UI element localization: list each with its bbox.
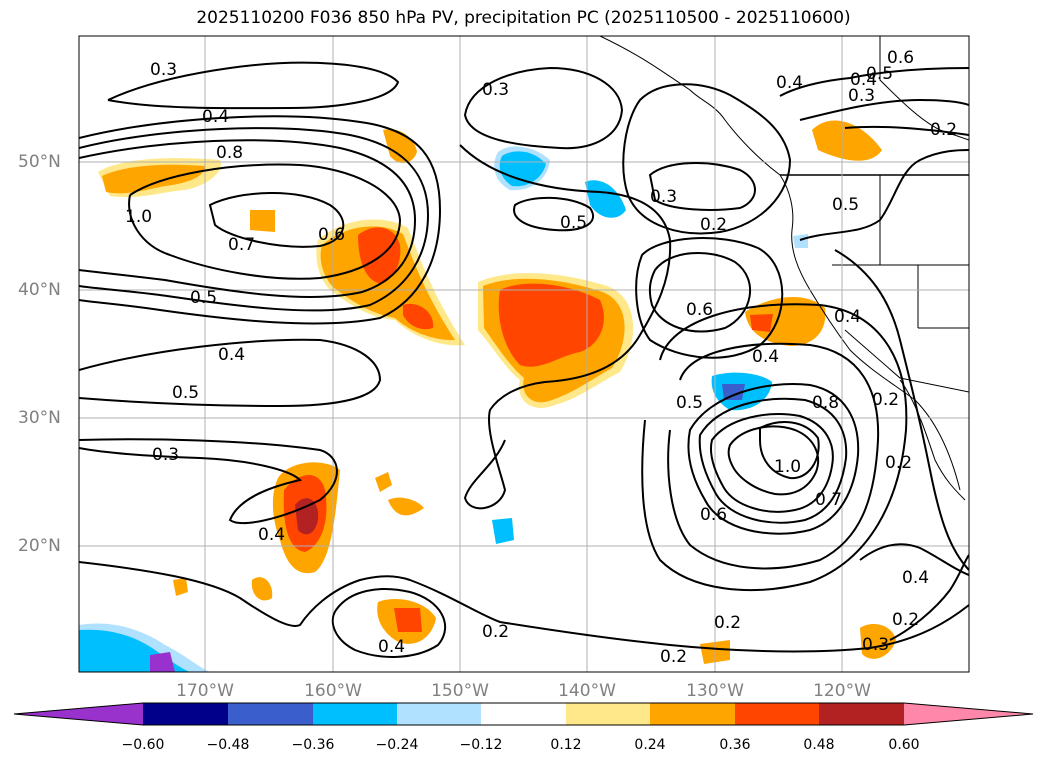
contour-label: 0.5 — [676, 393, 703, 413]
contour-label: 0.2 — [714, 613, 741, 633]
precipitation-shading — [79, 120, 896, 672]
colorbar-tick: −0.60 — [121, 737, 165, 753]
contour-label: 0.2 — [700, 215, 727, 235]
lon-label-130w: 130°W — [686, 681, 744, 701]
colorbar-segment — [566, 703, 650, 725]
lon-label-120w: 120°W — [813, 681, 871, 701]
contour-label: 0.2 — [660, 647, 687, 667]
contour-label: 0.2 — [892, 610, 919, 630]
contour-label: 0.5 — [190, 288, 217, 308]
contour-label: 0.4 — [202, 107, 229, 127]
colorbar-segment — [819, 703, 904, 725]
contour-label: 1.0 — [774, 457, 801, 477]
lon-label-150w: 150°W — [431, 681, 489, 701]
colorbar-tick: 0.48 — [803, 737, 835, 753]
contour-label: 0.5 — [560, 213, 587, 233]
contour-label: 0.3 — [482, 80, 509, 100]
contour-label: 0.4 — [834, 307, 861, 327]
colorbar-tick: 0.36 — [719, 737, 751, 753]
colorbar-segment — [228, 703, 313, 725]
colorbar-segment — [735, 703, 819, 725]
contour-label: 0.3 — [848, 86, 875, 106]
pv-contours — [79, 61, 969, 658]
contour-label: 0.7 — [228, 235, 255, 255]
contour-label: 1.0 — [125, 207, 152, 227]
contour-label: 0.4 — [776, 73, 803, 93]
page-title: 2025110200 F036 850 hPa PV, precipitatio… — [196, 8, 851, 28]
lat-label-50n: 50°N — [18, 152, 61, 172]
contour-label: 0.4 — [902, 568, 929, 588]
contour-label: 0.4 — [258, 525, 285, 545]
contour-label: 0.3 — [152, 445, 179, 465]
colorbar-segment — [481, 703, 566, 725]
contour-label: 0.2 — [482, 622, 509, 642]
contour-label: 0.6 — [887, 48, 914, 68]
colorbar-extend-low — [14, 703, 143, 725]
contour-label: 0.5 — [832, 195, 859, 215]
colorbar-tick: 0.24 — [634, 737, 666, 753]
contour-label: 0.4 — [752, 347, 779, 367]
coastline — [599, 36, 969, 501]
contour-labels: 0.3 0.4 0.8 1.0 0.7 0.6 0.5 0.4 0.5 0.3 … — [125, 48, 957, 667]
contour-label: 0.4 — [218, 345, 245, 365]
colorbar-tick: 0.12 — [550, 737, 582, 753]
colorbar-tick: −0.12 — [459, 737, 503, 753]
colorbar-tick: 0.60 — [888, 737, 920, 753]
map-frame — [78, 35, 970, 673]
contour-label: 0.6 — [686, 300, 713, 320]
contour-label: 0.2 — [930, 120, 957, 140]
colorbar — [13, 702, 1034, 726]
colorbar-segment — [397, 703, 481, 725]
contour-label: 0.3 — [862, 635, 889, 655]
contour-label: 0.3 — [650, 187, 677, 207]
colorbar-segment — [650, 703, 735, 725]
contour-label: 0.3 — [150, 60, 177, 80]
lat-label-40n: 40°N — [18, 280, 61, 300]
lon-label-170w: 170°W — [176, 681, 234, 701]
colorbar-segment — [143, 703, 228, 725]
lon-label-160w: 160°W — [304, 681, 362, 701]
lon-label-140w: 140°W — [558, 681, 616, 701]
colorbar-tick: −0.24 — [375, 737, 419, 753]
contour-label: 0.5 — [866, 64, 893, 84]
contour-label: 0.8 — [812, 393, 839, 413]
colorbar-tick: −0.36 — [291, 737, 335, 753]
colorbar-tick: −0.48 — [206, 737, 250, 753]
contour-label: 0.2 — [872, 390, 899, 410]
colorbar-extend-high — [904, 703, 1033, 725]
contour-label: 0.5 — [172, 383, 199, 403]
contour-label: 0.4 — [378, 637, 405, 657]
contour-label: 0.6 — [700, 505, 727, 525]
contour-label: 0.6 — [318, 225, 345, 245]
contour-label: 0.8 — [216, 143, 243, 163]
colorbar-segment — [313, 703, 397, 725]
contour-label: 0.4 — [850, 70, 877, 90]
contour-label: 0.7 — [815, 490, 842, 510]
contour-label: 0.2 — [885, 453, 912, 473]
lat-label-30n: 30°N — [18, 408, 61, 428]
lat-label-20n: 20°N — [18, 536, 61, 556]
